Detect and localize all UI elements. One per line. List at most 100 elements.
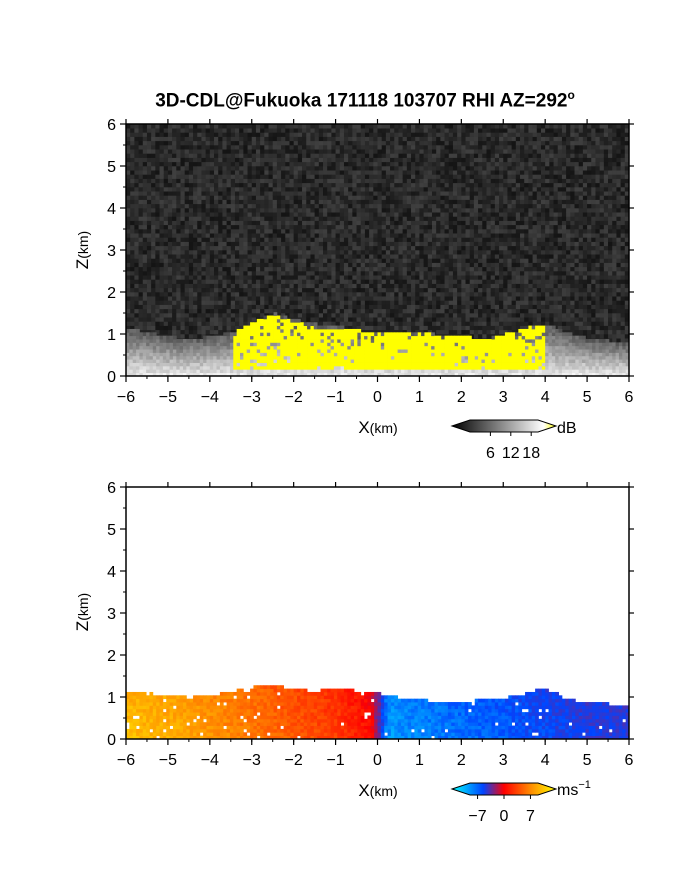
- noise-cell: [377, 145, 382, 150]
- noise-cell: [490, 174, 496, 179]
- noise-cell: [310, 124, 315, 129]
- noise-cell: [188, 124, 194, 129]
- noise-cell: [402, 191, 408, 196]
- noise-cell: [343, 145, 349, 150]
- noise-cell: [146, 275, 152, 280]
- noise-cell: [201, 191, 206, 196]
- noise-cell: [507, 266, 512, 272]
- noise-cell: [436, 329, 441, 335]
- noise-cell: [415, 266, 420, 272]
- noise-cell: [532, 220, 538, 226]
- noise-cell: [285, 187, 290, 192]
- noise-cell: [176, 203, 181, 209]
- noise-cell: [536, 124, 542, 129]
- noise-cell: [159, 300, 165, 305]
- noise-cell: [482, 220, 487, 226]
- noise-cell: [335, 153, 341, 158]
- noise-cell: [373, 212, 378, 217]
- noise-cell: [343, 140, 349, 146]
- noise-cell: [293, 187, 299, 192]
- noise-cell: [293, 229, 299, 234]
- noise-cell: [457, 178, 462, 184]
- noise-cell: [377, 287, 382, 293]
- noise-cell: [352, 195, 357, 200]
- noise-cell: [352, 296, 357, 301]
- noise-cell: [222, 250, 227, 255]
- noise-cell: [218, 237, 223, 242]
- noise-cell: [327, 182, 332, 188]
- noise-cell: [239, 216, 244, 221]
- noise-cell: [130, 145, 135, 150]
- noise-cell: [440, 166, 445, 171]
- noise-cell: [402, 271, 408, 276]
- noise-cell: [356, 313, 362, 318]
- noise-cell: [473, 334, 479, 339]
- noise-cell: [448, 254, 454, 259]
- noise-cell: [234, 145, 240, 150]
- noise-cell: [486, 178, 491, 184]
- noise-cell: [348, 170, 353, 175]
- noise-cell: [335, 250, 341, 255]
- noise-cell: [390, 161, 395, 167]
- noise-cell: [226, 212, 232, 217]
- noise-cell: [172, 140, 177, 146]
- noise-cell: [214, 187, 219, 192]
- noise-cell: [318, 262, 324, 268]
- noise-cell: [444, 203, 450, 209]
- noise-cell: [285, 174, 290, 179]
- noise-cell: [327, 317, 332, 322]
- noise-cell: [293, 124, 299, 129]
- noise-cell: [444, 296, 450, 301]
- noise-cell: [276, 195, 282, 200]
- noise-cell: [335, 262, 341, 268]
- noise-cell: [369, 161, 374, 167]
- noise-cell: [172, 128, 177, 133]
- noise-cell: [377, 153, 382, 158]
- noise-cell: [222, 237, 227, 242]
- noise-cell: [406, 208, 412, 213]
- noise-cell: [348, 174, 353, 179]
- noise-cell: [193, 203, 198, 209]
- noise-cell: [507, 275, 512, 280]
- noise-cell: [243, 258, 248, 263]
- noise-cell: [473, 233, 479, 238]
- noise-cell: [126, 157, 131, 163]
- noise-cell: [507, 245, 512, 251]
- noise-cell: [465, 157, 471, 163]
- noise-cell: [230, 216, 236, 221]
- noise-cell: [272, 241, 278, 247]
- noise-cell: [377, 258, 382, 263]
- noise-cell: [482, 237, 487, 242]
- noise-cell: [499, 182, 504, 188]
- noise-cell: [457, 208, 462, 213]
- noise-cell: [239, 279, 244, 284]
- noise-cell: [297, 300, 303, 305]
- noise-cell: [314, 262, 320, 268]
- noise-cell: [222, 191, 227, 196]
- noise-cell: [469, 317, 475, 322]
- noise-cell: [343, 195, 349, 200]
- noise-cell: [138, 132, 144, 137]
- noise-cell: [214, 128, 219, 133]
- noise-cell: [457, 124, 462, 129]
- noise-cell: [310, 292, 315, 297]
- noise-cell: [339, 296, 345, 301]
- noise-cell: [532, 166, 538, 171]
- noise-cell: [494, 170, 500, 175]
- noise-cell: [272, 174, 278, 179]
- noise-cell: [369, 170, 374, 175]
- noise-cell: [452, 220, 458, 226]
- noise-cell: [398, 266, 403, 272]
- noise-cell: [188, 149, 194, 154]
- noise-cell: [159, 153, 165, 158]
- noise-cell: [318, 279, 324, 284]
- noise-cell: [427, 149, 433, 154]
- noise-cell: [461, 187, 466, 192]
- noise-cell: [176, 170, 181, 175]
- noise-cell: [431, 136, 437, 142]
- noise-cell: [436, 178, 441, 184]
- noise-cell: [180, 300, 185, 305]
- noise-cell: [444, 313, 450, 318]
- noise-cell: [197, 178, 202, 184]
- noise-cell: [536, 161, 542, 167]
